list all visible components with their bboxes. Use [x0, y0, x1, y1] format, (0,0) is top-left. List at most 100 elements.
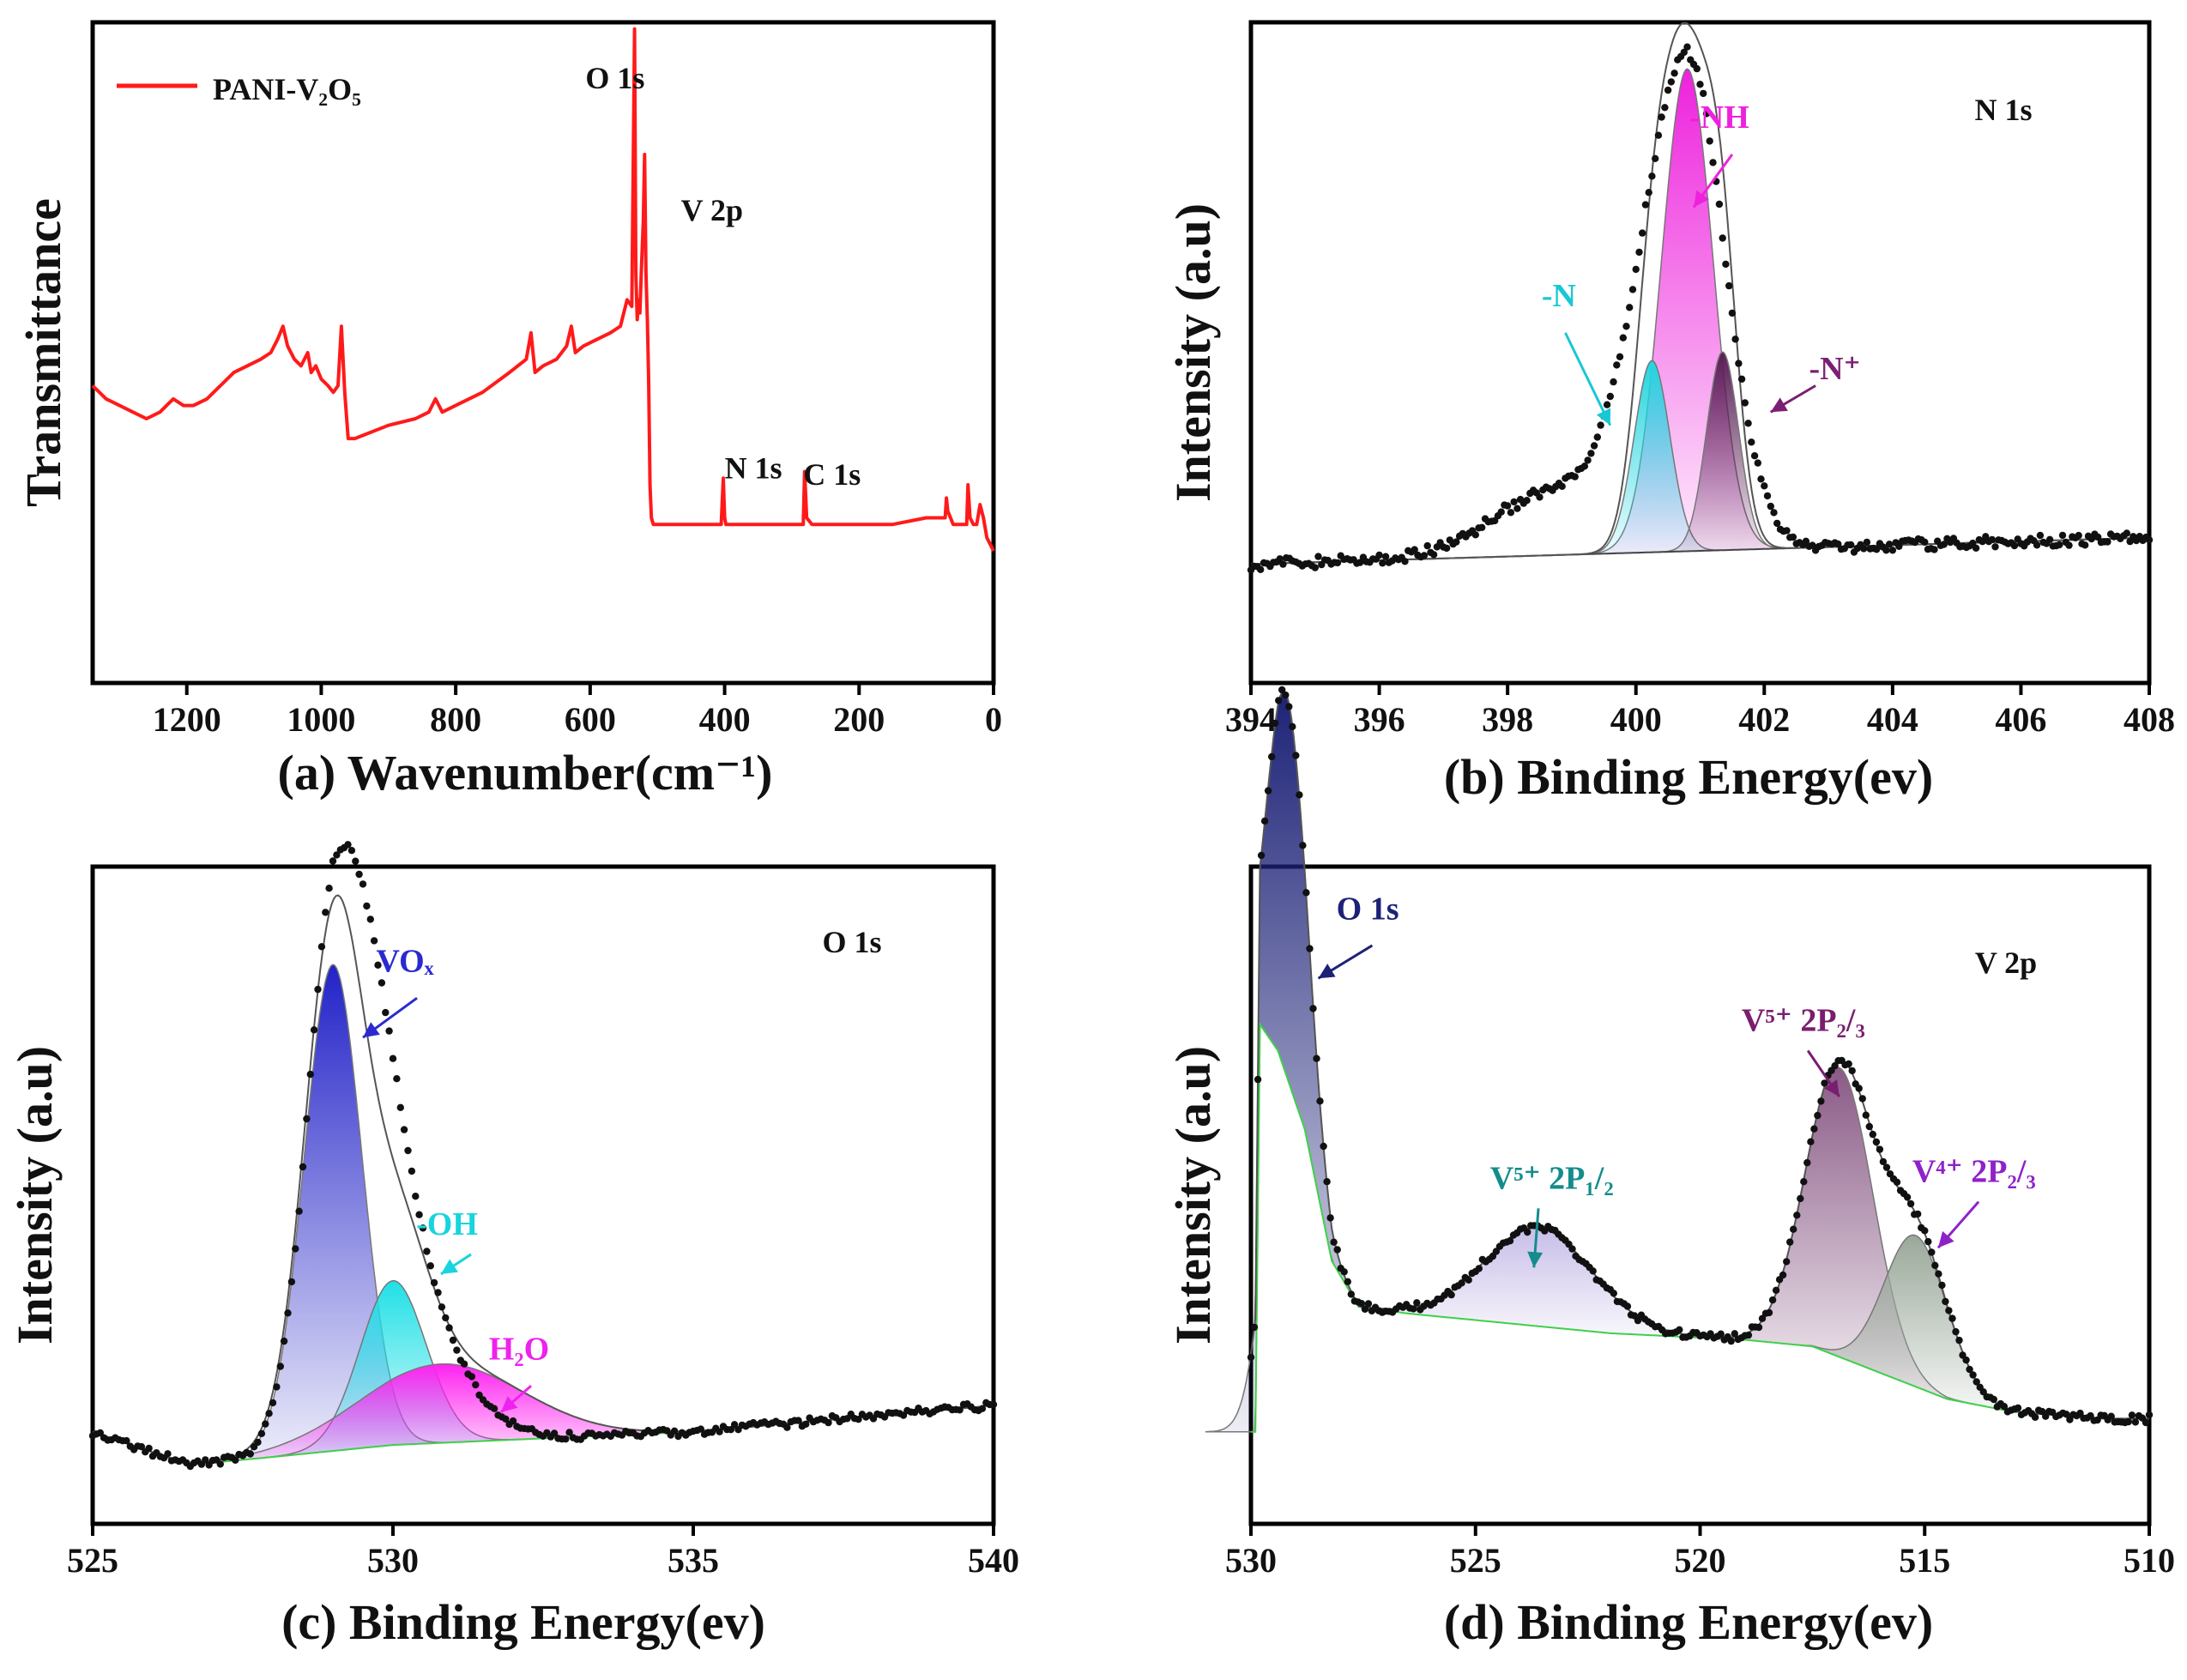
data-point: [472, 1381, 480, 1389]
x-tick-label-d: 510: [2124, 1541, 2175, 1580]
data-point: [1590, 442, 1598, 450]
data-point: [1254, 1075, 1262, 1084]
data-point: [310, 1026, 318, 1034]
data-point: [216, 1460, 224, 1468]
data-point: [978, 1405, 987, 1412]
data-point: [269, 1399, 277, 1407]
data-point: [855, 1416, 862, 1423]
data-point: [1589, 1267, 1597, 1275]
data-point: [1772, 1286, 1780, 1295]
data-point: [1817, 1097, 1825, 1105]
data-point: [1940, 541, 1948, 548]
data-point: [1584, 456, 1592, 464]
data-point: [1882, 547, 1890, 554]
peak-annotations-a: O 1s V 2p N 1s C 1s: [585, 61, 861, 492]
data-point: [1719, 234, 1726, 242]
component-labels-d: O 1s V⁵⁺ 2P₁/₂ V⁵⁺ 2P₂/₃ V⁴⁺ 2P₂/₃: [1317, 891, 2036, 1268]
x-axis-ticks-d: 530 525 520 515 510: [1225, 1524, 2175, 1580]
data-point: [1888, 547, 1897, 554]
data-point: [1524, 1228, 1532, 1236]
data-point: [1661, 104, 1669, 112]
x-tick-label-b: 406: [1995, 700, 2046, 739]
data-point: [1779, 1271, 1787, 1279]
data-point: [317, 943, 326, 951]
x-tick-label-a: 600: [565, 700, 616, 739]
data-point: [1648, 172, 1656, 180]
data-point: [96, 1429, 105, 1437]
data-point: [1906, 1200, 1915, 1208]
data-point: [1731, 1330, 1739, 1338]
data-point: [445, 1324, 453, 1332]
data-point: [396, 1103, 404, 1112]
data-point: [419, 1224, 427, 1232]
data-point: [1634, 1316, 1642, 1325]
data-point: [1247, 1353, 1255, 1362]
x-tick-label-d: 520: [1675, 1541, 1726, 1580]
data-point: [1683, 43, 1691, 51]
data-point: [137, 1442, 146, 1451]
data-point: [1619, 334, 1628, 341]
data-point: [1988, 535, 1996, 544]
data-point: [1924, 1237, 1932, 1246]
data-point: [1356, 559, 1364, 566]
data-point: [385, 1027, 393, 1035]
data-point: [730, 1421, 739, 1429]
data-point: [1606, 392, 1615, 401]
data-point: [1632, 265, 1640, 274]
data-point: [502, 1415, 510, 1423]
data-point: [1761, 482, 1768, 490]
data-point: [1475, 1265, 1483, 1272]
annotation-arrowhead: [1694, 190, 1709, 208]
data-point: [1763, 492, 1772, 500]
data-point: [1357, 1300, 1366, 1308]
data-point: [426, 1262, 434, 1270]
data-point: [280, 1337, 288, 1345]
data-point: [1587, 450, 1595, 457]
data-point: [1847, 541, 1855, 549]
data-point: [562, 1435, 570, 1443]
data-point: [2014, 1404, 2022, 1412]
component-label: V⁵⁺ 2P₂/₃: [1742, 1003, 1865, 1039]
data-point: [1558, 482, 1566, 490]
component-labels-b: -NH -N -N⁺: [1542, 100, 1861, 426]
data-point: [1722, 260, 1730, 269]
data-point: [1858, 1095, 1866, 1103]
x-tick-label-c: 540: [968, 1541, 1019, 1580]
data-point: [1379, 559, 1387, 567]
data-point: [1401, 558, 1409, 565]
data-point: [123, 1436, 130, 1445]
x-tick-label-b: 398: [1482, 700, 1533, 739]
data-point: [1990, 1395, 1997, 1404]
measured-points-b: [1247, 43, 2154, 574]
data-point: [1664, 86, 1672, 94]
data-point: [295, 1207, 303, 1215]
data-point: [1931, 1261, 1939, 1270]
data-point: [1289, 722, 1296, 731]
data-point: [1930, 546, 1938, 553]
data-point: [2123, 529, 2130, 537]
data-point: [1972, 544, 1980, 552]
data-point: [2104, 538, 2111, 546]
data-point: [1257, 851, 1266, 860]
data-point: [1952, 1327, 1960, 1336]
data-point: [1429, 551, 1438, 559]
x-tick-label-a: 400: [699, 700, 751, 739]
data-point: [1381, 553, 1390, 560]
panel-d: 530 525 520 515 510 O 1s V⁵⁺ 2P₁/₂ V⁵⁺ 2P₂/₃ V⁴…: [1165, 686, 2175, 1650]
data-point: [2107, 1412, 2115, 1420]
x-tick-label-a: 0: [985, 700, 1002, 739]
x-tick-label-c: 530: [367, 1541, 419, 1580]
data-point: [1306, 945, 1314, 952]
data-point: [2131, 1418, 2140, 1426]
data-point: [1773, 519, 1781, 528]
data-point: [1767, 502, 1774, 511]
data-point: [292, 1245, 299, 1253]
data-point: [1942, 1297, 1949, 1306]
component-label: -NH: [1689, 100, 1749, 136]
data-point: [1313, 1055, 1320, 1062]
data-point: [2063, 1411, 2070, 1418]
data-point: [352, 857, 359, 865]
data-point: [956, 1406, 964, 1414]
x-tick-label-b: 396: [1354, 700, 1405, 739]
data-point: [408, 1167, 416, 1175]
